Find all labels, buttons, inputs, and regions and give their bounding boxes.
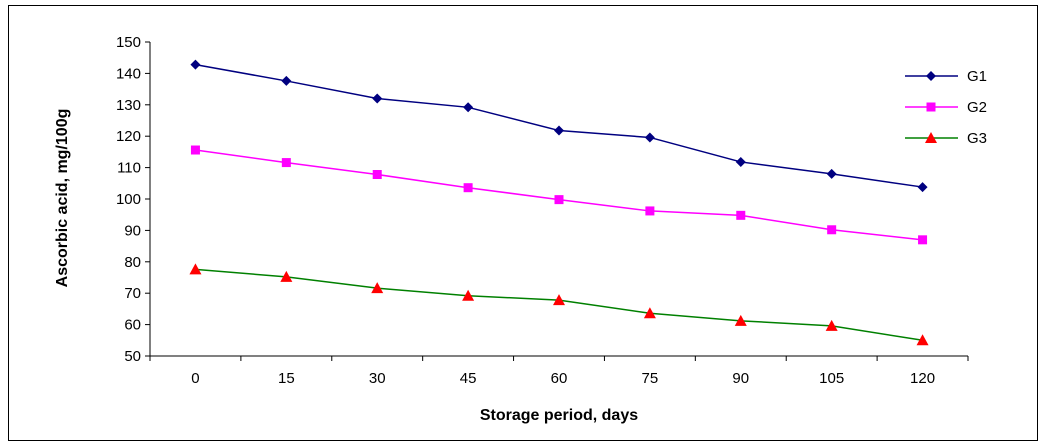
- data-point-g3: [189, 263, 202, 275]
- data-point-g1: [826, 168, 837, 179]
- x-tick-label: 15: [278, 370, 295, 387]
- legend-label: G1: [967, 68, 987, 85]
- y-tick-label: 80: [124, 254, 141, 271]
- series-g2: [190, 145, 928, 245]
- y-tick-label: 110: [117, 160, 141, 177]
- y-tick-label: 140: [116, 65, 141, 82]
- legend-item-g2: G2: [905, 99, 987, 116]
- series-g3: [189, 263, 929, 346]
- data-point-g1: [372, 93, 383, 104]
- x-axis-title: Storage period, days: [480, 407, 638, 424]
- y-tick-label: 120: [116, 128, 141, 145]
- data-point-g1: [281, 75, 292, 86]
- x-tick-label: 60: [551, 370, 568, 387]
- data-point-g1: [463, 102, 474, 113]
- series-g1: [190, 59, 928, 193]
- y-tick-label: 130: [116, 97, 141, 114]
- data-point-g2: [372, 170, 382, 180]
- legend-marker: [926, 102, 936, 112]
- legend: G1 G2 G3: [905, 68, 987, 147]
- x-tick-label: 0: [191, 370, 199, 387]
- data-point-g2: [827, 225, 837, 235]
- y-tick-label: 150: [116, 34, 141, 51]
- y-tick-label: 60: [124, 317, 141, 334]
- data-point-g3: [553, 294, 565, 306]
- legend-marker: [925, 132, 937, 143]
- data-point-g1: [190, 59, 201, 70]
- data-point-g2: [736, 210, 746, 220]
- data-point-g3: [916, 334, 929, 346]
- y-axis-title: Ascorbic acid, mg/100g: [54, 109, 71, 288]
- chart-frame: [8, 5, 1038, 441]
- y-tick-label: 50: [124, 348, 141, 365]
- data-point-g3: [825, 319, 838, 331]
- data-point-g2: [554, 195, 564, 205]
- data-point-g3: [371, 282, 384, 294]
- legend-item-g3: G3: [905, 130, 987, 147]
- data-point-g2: [645, 206, 655, 216]
- data-point-g1: [735, 156, 746, 167]
- axes: 50 60 70 80 90 100 110 120 130 140 150 0 15 30 45 60 75 9…: [116, 34, 969, 387]
- data-point-g2: [918, 235, 928, 245]
- legend-label: G3: [967, 130, 987, 147]
- data-point-g3: [280, 270, 293, 282]
- data-point-g2: [463, 183, 473, 193]
- data-point-g3: [734, 314, 747, 326]
- data-point-g1: [554, 125, 564, 136]
- series-line-g2: [195, 149, 923, 241]
- x-tick-label: 105: [819, 370, 844, 387]
- y-tick-label: 90: [124, 222, 141, 239]
- legend-marker: [926, 71, 936, 81]
- data-point-g3: [462, 289, 475, 301]
- x-tick-label: 75: [642, 370, 659, 387]
- data-point-g1: [917, 182, 928, 193]
- data-point-g2: [281, 158, 291, 168]
- series-layer: [189, 59, 929, 346]
- legend-label: G2: [967, 99, 987, 116]
- y-tick-label: 100: [116, 191, 141, 208]
- x-tick-label: 120: [910, 370, 935, 387]
- x-tick-label: 45: [460, 370, 477, 387]
- x-tick-label: 30: [369, 370, 386, 387]
- legend-item-g1: G1: [905, 68, 987, 85]
- y-tick-label: 70: [124, 285, 141, 302]
- x-tick-label: 90: [732, 370, 749, 387]
- data-point-g2: [190, 145, 200, 155]
- data-point-g3: [643, 307, 656, 319]
- data-point-g1: [644, 132, 655, 143]
